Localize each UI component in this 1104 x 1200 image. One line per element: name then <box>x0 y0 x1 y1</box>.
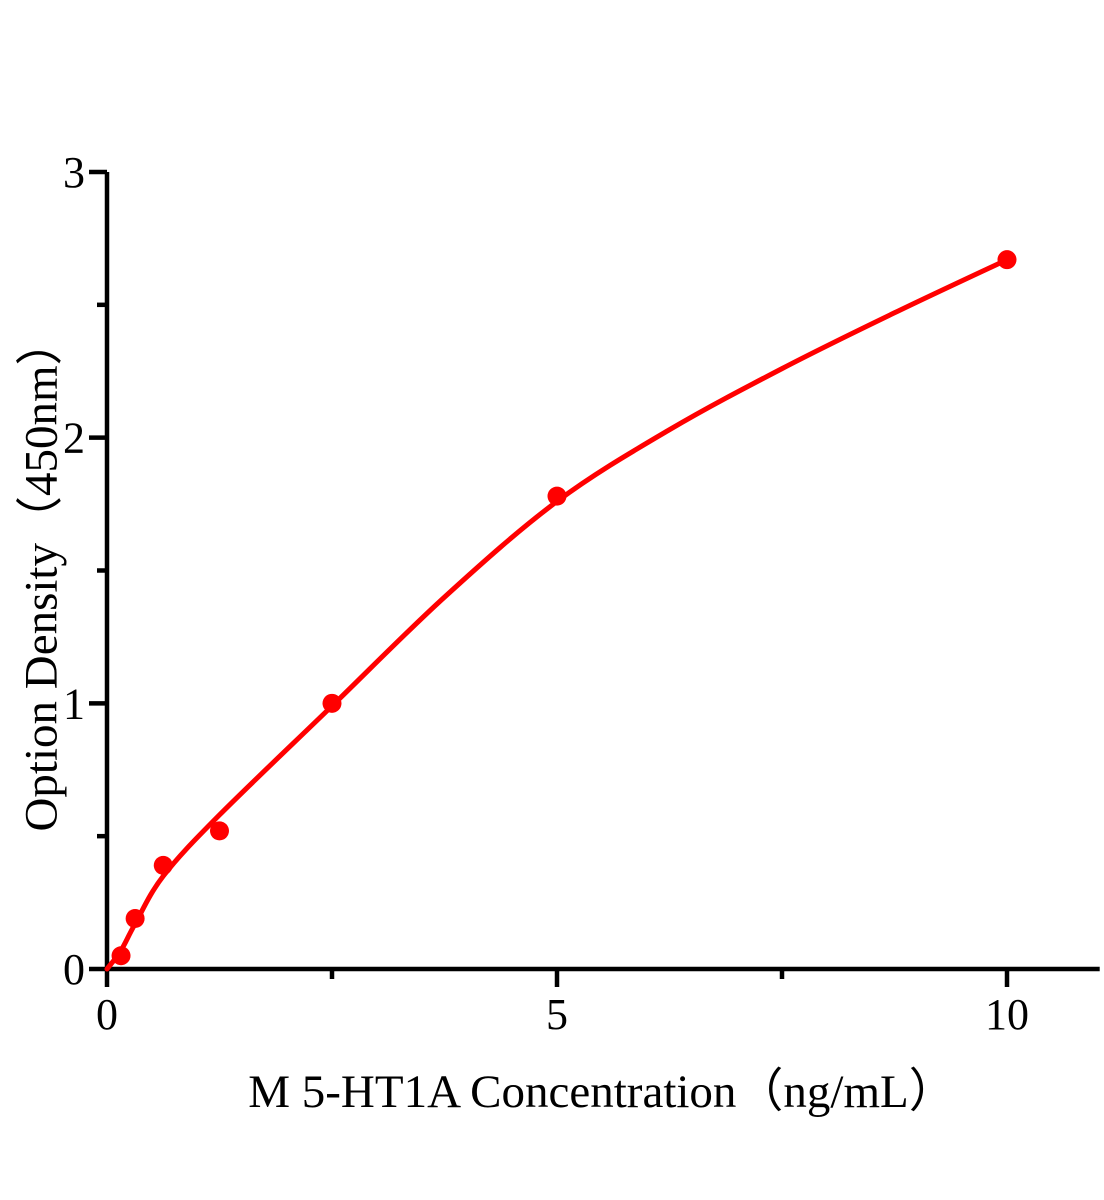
data-point <box>111 946 131 966</box>
y-axis-title: Option Density（450nm） <box>15 318 68 832</box>
data-point <box>322 693 342 713</box>
fit-curve <box>104 257 1010 972</box>
data-point <box>547 486 567 506</box>
x-axis-title: M 5-HT1A Concentration（ng/mL） <box>248 1066 956 1118</box>
y-tick-label: 2 <box>63 414 85 463</box>
data-point <box>997 250 1017 270</box>
data-point <box>153 855 173 875</box>
data-point <box>125 909 145 929</box>
x-tick-label: 0 <box>96 990 118 1039</box>
y-tick-label: 1 <box>63 679 85 728</box>
y-tick-label: 0 <box>63 945 85 994</box>
x-tick-label: 10 <box>985 990 1029 1039</box>
y-tick-label: 3 <box>63 148 85 197</box>
data-point <box>210 821 229 841</box>
x-tick-label: 5 <box>546 990 568 1039</box>
